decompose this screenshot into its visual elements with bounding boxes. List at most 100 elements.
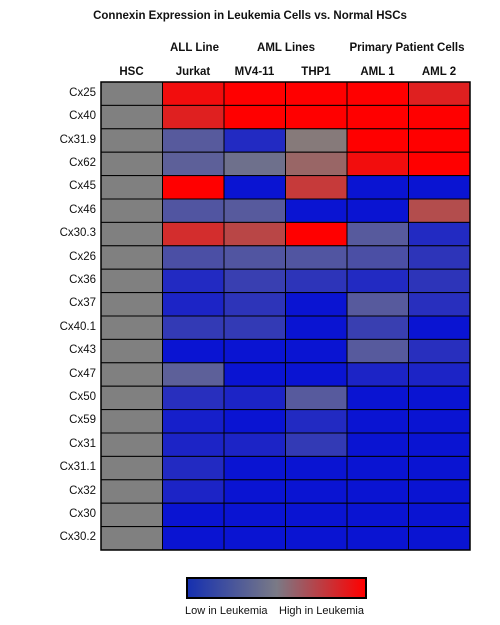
heatmap-cell-cx40-1-mv4-11 xyxy=(223,315,286,340)
heatmap-cell-cx30-3-hsc xyxy=(100,221,163,247)
heatmap-cell-cx37-aml-1 xyxy=(346,292,409,317)
heatmap-cell-cx30-2-hsc xyxy=(100,526,163,551)
heatmap-cell-cx30-3-thp1 xyxy=(285,221,348,247)
heatmap-cell-cx30-aml-2 xyxy=(408,502,471,528)
heatmap-cell-cx37-hsc xyxy=(100,292,163,317)
colorbar-min-label: Low in Leukemia xyxy=(185,605,268,617)
heatmap-cell-cx32-jurkat xyxy=(162,479,225,504)
heatmap-cell-cx45-hsc xyxy=(100,175,163,200)
heatmap-cell-cx40-hsc xyxy=(100,104,163,130)
heatmap-cell-cx31-1-aml-2 xyxy=(408,455,471,481)
column-label-jurkat: Jurkat xyxy=(175,66,211,78)
heatmap-cell-cx32-hsc xyxy=(100,479,163,504)
heatmap-cell-cx40-1-aml-2 xyxy=(408,315,471,340)
heatmap-cell-cx62-hsc xyxy=(100,151,163,177)
group-label-all-line: ALL Line xyxy=(170,42,219,54)
heatmap-cell-cx62-mv4-11 xyxy=(223,151,286,177)
heatmap-cell-cx40-thp1 xyxy=(285,104,348,130)
heatmap-cell-cx30-3-jurkat xyxy=(162,221,225,247)
heatmap-cell-cx31-9-hsc xyxy=(100,128,163,153)
colorbar-max-label: High in Leukemia xyxy=(279,605,364,617)
heatmap-cell-cx31-9-aml-2 xyxy=(408,128,471,153)
row-label-cx31-9: Cx31.9 xyxy=(59,133,96,146)
heatmap-cell-cx43-aml-2 xyxy=(408,338,471,364)
heatmap-cell-cx31-aml-2 xyxy=(408,432,471,457)
heatmap-cell-cx30-thp1 xyxy=(285,502,348,528)
heatmap-cell-cx40-1-hsc xyxy=(100,315,163,340)
heatmap-cell-cx30-2-aml-1 xyxy=(346,526,409,551)
row-label-cx59: Cx59 xyxy=(69,414,96,427)
heatmap-cell-cx59-jurkat xyxy=(162,409,225,434)
heatmap-border xyxy=(100,81,471,551)
group-label-primary-patient-cells: Primary Patient Cells xyxy=(349,42,465,54)
column-label-thp1: THP1 xyxy=(301,66,331,78)
heatmap-cell-cx46-aml-1 xyxy=(346,198,409,223)
row-label-cx47: Cx47 xyxy=(69,367,96,380)
row-label-cx36: Cx36 xyxy=(69,273,96,286)
heatmap-cell-cx50-jurkat xyxy=(162,385,225,411)
heatmap-cell-cx30-3-aml-1 xyxy=(346,221,409,247)
heatmap-cell-cx62-jurkat xyxy=(162,151,225,177)
heatmap-cell-cx26-jurkat xyxy=(162,245,225,270)
heatmap-cell-cx59-thp1 xyxy=(285,409,348,434)
heatmap-cell-cx45-aml-2 xyxy=(408,175,471,200)
heatmap-cell-cx30-hsc xyxy=(100,502,163,528)
heatmap-cell-cx26-aml-1 xyxy=(346,245,409,270)
heatmap-cell-cx31-9-aml-1 xyxy=(346,128,409,153)
heatmap-cell-cx59-hsc xyxy=(100,409,163,434)
row-label-cx31: Cx31 xyxy=(69,437,96,450)
heatmap-cell-cx45-jurkat xyxy=(162,175,225,200)
row-label-cx30-3: Cx30.3 xyxy=(59,227,96,240)
heatmap-cell-cx43-jurkat xyxy=(162,338,225,364)
row-label-cx31-1: Cx31.1 xyxy=(59,461,96,474)
heatmap-cell-cx31-thp1 xyxy=(285,432,348,457)
heatmap-cell-cx31-9-jurkat xyxy=(162,128,225,153)
heatmap-cell-cx59-mv4-11 xyxy=(223,409,286,434)
heatmap-cell-cx50-aml-2 xyxy=(408,385,471,411)
heatmap-cell-cx47-aml-2 xyxy=(408,362,471,387)
heatmap-cell-cx43-thp1 xyxy=(285,338,348,364)
heatmap-cell-cx46-thp1 xyxy=(285,198,348,223)
heatmap-cell-cx40-1-jurkat xyxy=(162,315,225,340)
row-label-cx43: Cx43 xyxy=(69,344,96,357)
heatmap-cell-cx47-hsc xyxy=(100,362,163,387)
heatmap-cell-cx30-2-jurkat xyxy=(162,526,225,551)
heatmap-cell-cx62-aml-2 xyxy=(408,151,471,177)
column-label-hsc: HSC xyxy=(119,66,144,78)
heatmap-cell-cx36-aml-2 xyxy=(408,268,471,294)
row-label-cx40: Cx40 xyxy=(69,110,96,123)
row-label-cx40-1: Cx40.1 xyxy=(59,320,96,333)
heatmap-cell-cx25-hsc xyxy=(100,81,163,106)
heatmap-cell-cx30-3-aml-2 xyxy=(408,221,471,247)
heatmap-cell-cx30-2-mv4-11 xyxy=(223,526,286,551)
heatmap-cell-cx36-hsc xyxy=(100,268,163,294)
heatmap-cell-cx59-aml-2 xyxy=(408,409,471,434)
row-label-cx46: Cx46 xyxy=(69,203,96,216)
heatmap-cell-cx31-jurkat xyxy=(162,432,225,457)
heatmap-cell-cx32-aml-1 xyxy=(346,479,409,504)
row-label-cx30-2: Cx30.2 xyxy=(59,531,96,544)
heatmap-cell-cx37-mv4-11 xyxy=(223,292,286,317)
heatmap-cell-cx45-aml-1 xyxy=(346,175,409,200)
heatmap-cell-cx30-2-aml-2 xyxy=(408,526,471,551)
heatmap-cell-cx40-aml-2 xyxy=(408,104,471,130)
row-label-cx25: Cx25 xyxy=(69,86,96,99)
heatmap-cell-cx47-aml-1 xyxy=(346,362,409,387)
heatmap-cell-cx31-1-jurkat xyxy=(162,455,225,481)
heatmap-cell-cx43-aml-1 xyxy=(346,338,409,364)
heatmap-cell-cx50-hsc xyxy=(100,385,163,411)
heatmap-cell-cx25-mv4-11 xyxy=(223,81,286,106)
column-label-aml-2: AML 2 xyxy=(421,66,457,78)
heatmap-cell-cx31-9-thp1 xyxy=(285,128,348,153)
heatmap-cell-cx31-1-hsc xyxy=(100,455,163,481)
heatmap-cell-cx36-thp1 xyxy=(285,268,348,294)
column-label-aml-1: AML 1 xyxy=(360,66,395,78)
heatmap-cell-cx43-hsc xyxy=(100,338,163,364)
heatmap-cell-cx46-aml-2 xyxy=(408,198,471,223)
heatmap-cell-cx50-thp1 xyxy=(285,385,348,411)
heatmap-cell-cx47-mv4-11 xyxy=(223,362,286,387)
heatmap-cell-cx46-jurkat xyxy=(162,198,225,223)
heatmap-cell-cx31-1-mv4-11 xyxy=(223,455,286,481)
heatmap-cell-cx31-9-mv4-11 xyxy=(223,128,286,153)
